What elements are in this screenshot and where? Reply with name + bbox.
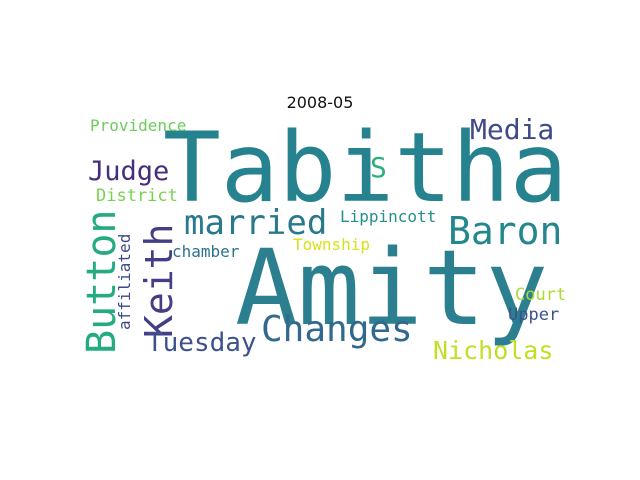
word-baron: Baron	[448, 209, 563, 253]
word-married: married	[184, 203, 328, 243]
word-media: Media	[470, 113, 555, 146]
chart-title: 2008-05	[286, 93, 354, 112]
word-changes: Changes	[261, 309, 413, 350]
word-amity: Amity	[235, 227, 549, 349]
word-chamber: chamber	[172, 242, 240, 261]
word-judge: Judge	[88, 156, 170, 187]
word-keith: Keith	[137, 223, 181, 338]
word-tuesday: Tuesday	[147, 328, 257, 358]
word-nicholas: Nicholas	[433, 336, 554, 365]
word-township: Township	[293, 235, 371, 254]
word-upper: Upper	[508, 305, 560, 325]
word-cloud: Tabitha Amity Baron Changes married Keit…	[79, 112, 576, 368]
word-lippincott: Lippincott	[340, 207, 437, 226]
word-tabitha: Tabitha	[163, 112, 568, 224]
word-providence: Providence	[90, 116, 187, 135]
word-s: S	[370, 151, 387, 184]
word-court: Court	[515, 285, 567, 305]
word-affiliated: affiliated	[115, 233, 134, 330]
word-district: District	[96, 186, 178, 206]
